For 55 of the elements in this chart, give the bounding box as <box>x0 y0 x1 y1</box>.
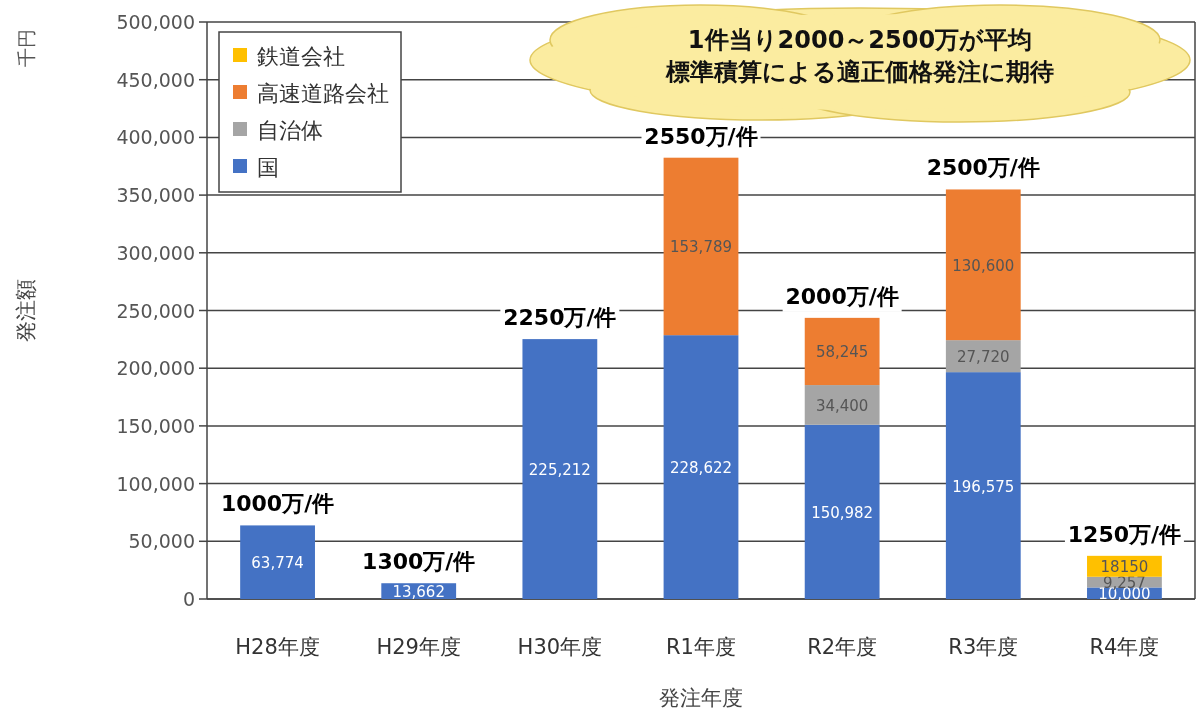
y-tick-label: 150,000 <box>116 414 195 437</box>
bar <box>663 335 739 599</box>
bar <box>804 385 880 425</box>
y-tick-label: 100,000 <box>116 472 195 495</box>
y-tick-label: 50,000 <box>128 530 195 553</box>
data-label: 196,575 <box>952 477 1015 496</box>
annotation: 1000万/件 <box>220 491 335 517</box>
x-axis-title: 発注年度 <box>659 686 743 710</box>
bar <box>945 189 1021 341</box>
y-tick-label: 300,000 <box>116 241 195 264</box>
x-tick-label: R2年度 <box>807 635 878 659</box>
annotation: 2250万/件 <box>503 305 617 331</box>
annotation: 1300万/件 <box>362 549 476 575</box>
y-tick-label: 500,000 <box>116 11 195 33</box>
annotation: 1250万/件 <box>1067 521 1182 547</box>
data-label: 150,982 <box>811 503 874 522</box>
legend-label: 自治体 <box>257 118 323 143</box>
annotation: 2550万/件 <box>644 123 758 149</box>
x-tick-label: H30年度 <box>517 635 603 659</box>
data-label: 225,212 <box>528 461 591 480</box>
data-label: 34,400 <box>815 396 869 415</box>
y-tick-label: 250,000 <box>116 299 195 322</box>
x-tick-label: R4年度 <box>1089 635 1160 659</box>
y-tick-label: 450,000 <box>116 68 195 91</box>
data-label: 63,774 <box>251 554 304 573</box>
bar <box>945 372 1021 599</box>
legend-label: 鉄道会社 <box>257 44 345 69</box>
y-tick-label: 0 <box>182 588 195 610</box>
data-label: 153,789 <box>669 238 733 257</box>
x-tick-label: H29年度 <box>376 635 461 659</box>
data-label: 228,622 <box>669 459 733 478</box>
bar <box>804 424 880 599</box>
data-label: 13,662 <box>392 583 445 602</box>
bar <box>240 525 315 599</box>
annotation: 標準積算による適正価格発注に期待 <box>665 58 1054 86</box>
y-tick-label: 400,000 <box>116 126 195 149</box>
y-axis-title: 発注額 <box>14 278 38 342</box>
annotation: 1件当り2000～2500万が平均 <box>687 26 1033 54</box>
bar <box>663 157 739 336</box>
annotation: 2000万/件 <box>785 283 899 309</box>
bar <box>804 317 880 386</box>
legend-label: 高速道路会社 <box>257 81 389 106</box>
x-tick-label: R3年度 <box>948 635 1019 659</box>
y-tick-label: 200,000 <box>116 357 195 380</box>
y-tick-label: 350,000 <box>116 184 195 207</box>
data-label: 58,245 <box>815 343 869 362</box>
x-tick-label: R1年度 <box>666 635 736 659</box>
x-tick-label: H28年度 <box>235 635 320 659</box>
annotation: 2500万/件 <box>926 155 1040 181</box>
legend-label: 国 <box>257 155 279 180</box>
data-label: 130,600 <box>952 256 1015 275</box>
text: 千円 <box>15 29 37 67</box>
data-label: 18150 <box>1100 558 1149 577</box>
bar <box>522 339 598 599</box>
data-label: 27,720 <box>957 348 1010 367</box>
